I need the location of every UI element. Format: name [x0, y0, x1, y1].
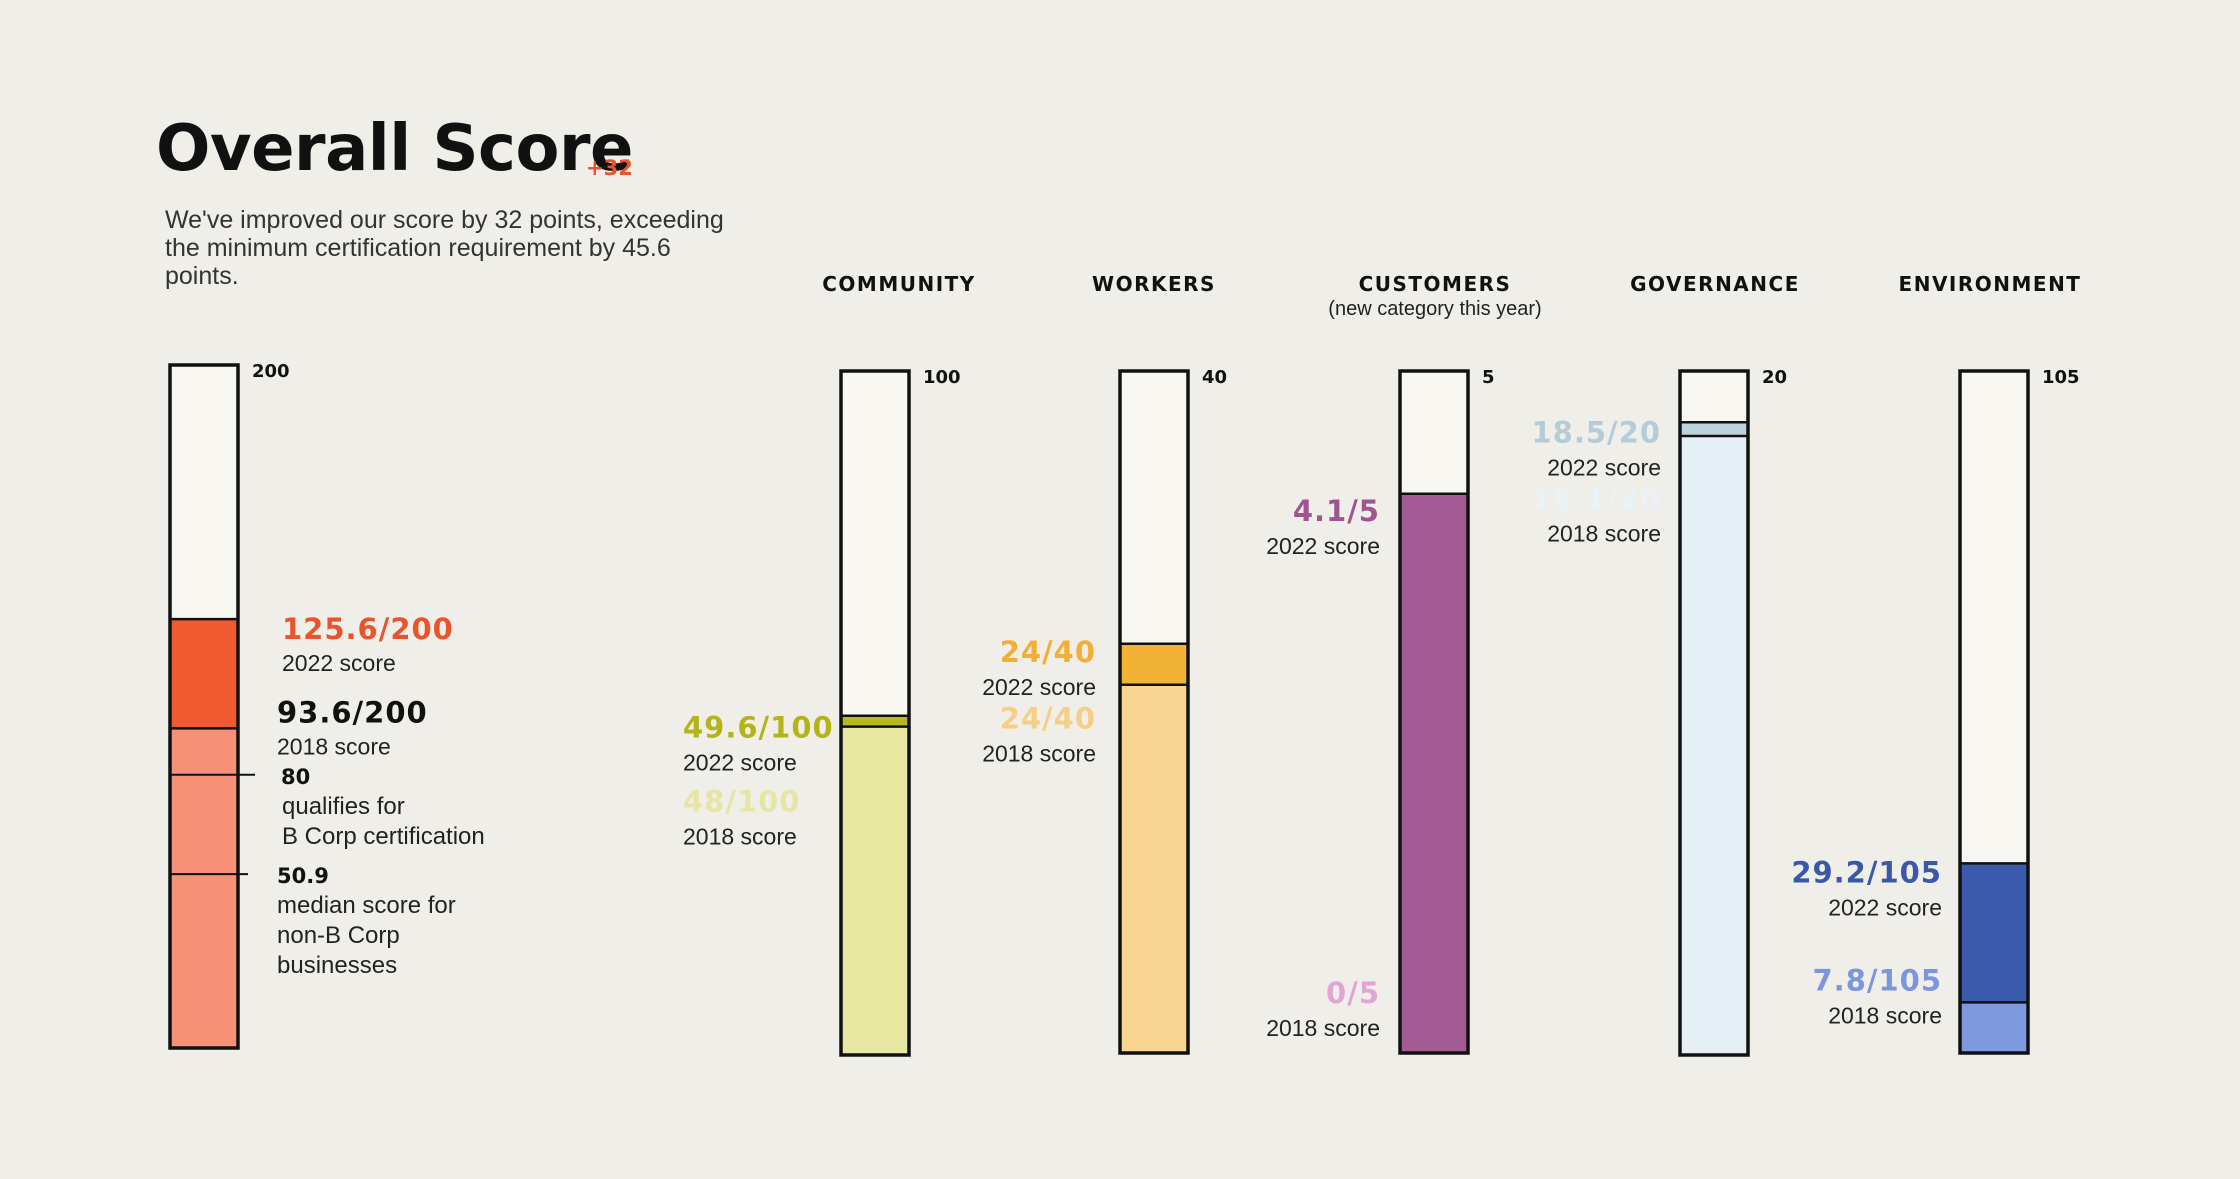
reference-value-1: 50.9 [277, 864, 329, 888]
sub-label-2018-customers: 2018 score [1266, 1015, 1380, 1041]
page-subtitle: We've improved our score by 32 points, e… [165, 206, 724, 290]
bar-max-label-governance: 20 [1762, 367, 1787, 388]
sub-label-2022-workers: 2022 score [982, 674, 1096, 700]
reference-text-1-2: businesses [277, 952, 397, 979]
reference-text-0-0: qualifies for [282, 793, 405, 820]
category-heading-governance: GOVERNANCE [1630, 272, 1800, 296]
bar-max-label-environment: 105 [2042, 367, 2080, 388]
value-label-2022-customers: 4.1/5 [1293, 494, 1380, 528]
sub-label-2018-governance: 2018 score [1547, 520, 1661, 546]
score-delta-badge: +32 [586, 156, 633, 180]
reference-text-1-0: median score for [277, 892, 456, 919]
category-heading-community: COMMUNITY [822, 272, 976, 296]
sub-label-2022-community: 2022 score [683, 750, 797, 776]
value-label-2018-workers: 24/40 [1000, 702, 1096, 736]
sub-label-2022-governance: 2022 score [1547, 454, 1661, 480]
value-label-2022-overall: 125.6/200 [282, 612, 454, 646]
category-heading-customers: CUSTOMERS [1358, 272, 1512, 296]
value-label-2022-community: 49.6/100 [683, 711, 834, 745]
value-label-2022-workers: 24/40 [1000, 635, 1096, 669]
sub-label-2022-customers: 2022 score [1266, 533, 1380, 559]
sub-label-2018-community: 2018 score [683, 824, 797, 850]
bar-outline-customers [1398, 369, 1470, 1055]
category-heading-workers: WORKERS [1092, 272, 1216, 296]
bar-2018-overall [170, 728, 238, 1048]
value-label-2022-governance: 18.5/20 [1532, 415, 1662, 449]
bar-outline-workers [1118, 369, 1190, 1055]
value-label-2018-customers: 0/5 [1326, 976, 1380, 1010]
bar-2018-community [841, 726, 909, 1055]
value-label-2018-environment: 7.8/105 [1813, 963, 1943, 997]
bar-max-label-customers: 5 [1482, 367, 1495, 388]
sub-label-2022-environment: 2022 score [1828, 894, 1942, 920]
value-label-2018-community: 48/100 [683, 785, 800, 819]
category-heading-environment: ENVIRONMENT [1898, 272, 2082, 296]
bar-outline-overall [168, 363, 240, 1050]
bar-2018-environment [1960, 1002, 2028, 1053]
reference-value-0: 80 [281, 765, 310, 789]
value-label-2018-governance: 18.1/20 [1532, 481, 1662, 515]
bar-outline-governance [1678, 369, 1750, 1057]
bar-max-label-overall: 200 [252, 361, 290, 382]
bar-outline-community [839, 369, 911, 1057]
sub-label-2022-overall: 2022 score [282, 650, 396, 676]
bar-max-label-workers: 40 [1202, 367, 1227, 388]
value-label-2022-environment: 29.2/105 [1791, 855, 1942, 889]
bar-max-label-community: 100 [923, 367, 961, 388]
bar-outline-environment [1958, 369, 2030, 1055]
reference-text-0-1: B Corp certification [282, 823, 485, 850]
bar-2022-customers [1400, 493, 1468, 1053]
sub-label-2018-environment: 2018 score [1828, 1002, 1942, 1028]
sub-label-2018-overall: 2018 score [277, 733, 391, 759]
sub-label-2018-workers: 2018 score [982, 741, 1096, 767]
page-title: Overall Score [156, 112, 633, 186]
category-note-customers: (new category this year) [1328, 298, 1542, 320]
bar-2018-governance [1680, 435, 1748, 1056]
reference-text-1-1: non-B Corp [277, 922, 400, 949]
bar-2018-workers [1120, 684, 1188, 1053]
value-label-2018-overall: 93.6/200 [277, 695, 428, 729]
